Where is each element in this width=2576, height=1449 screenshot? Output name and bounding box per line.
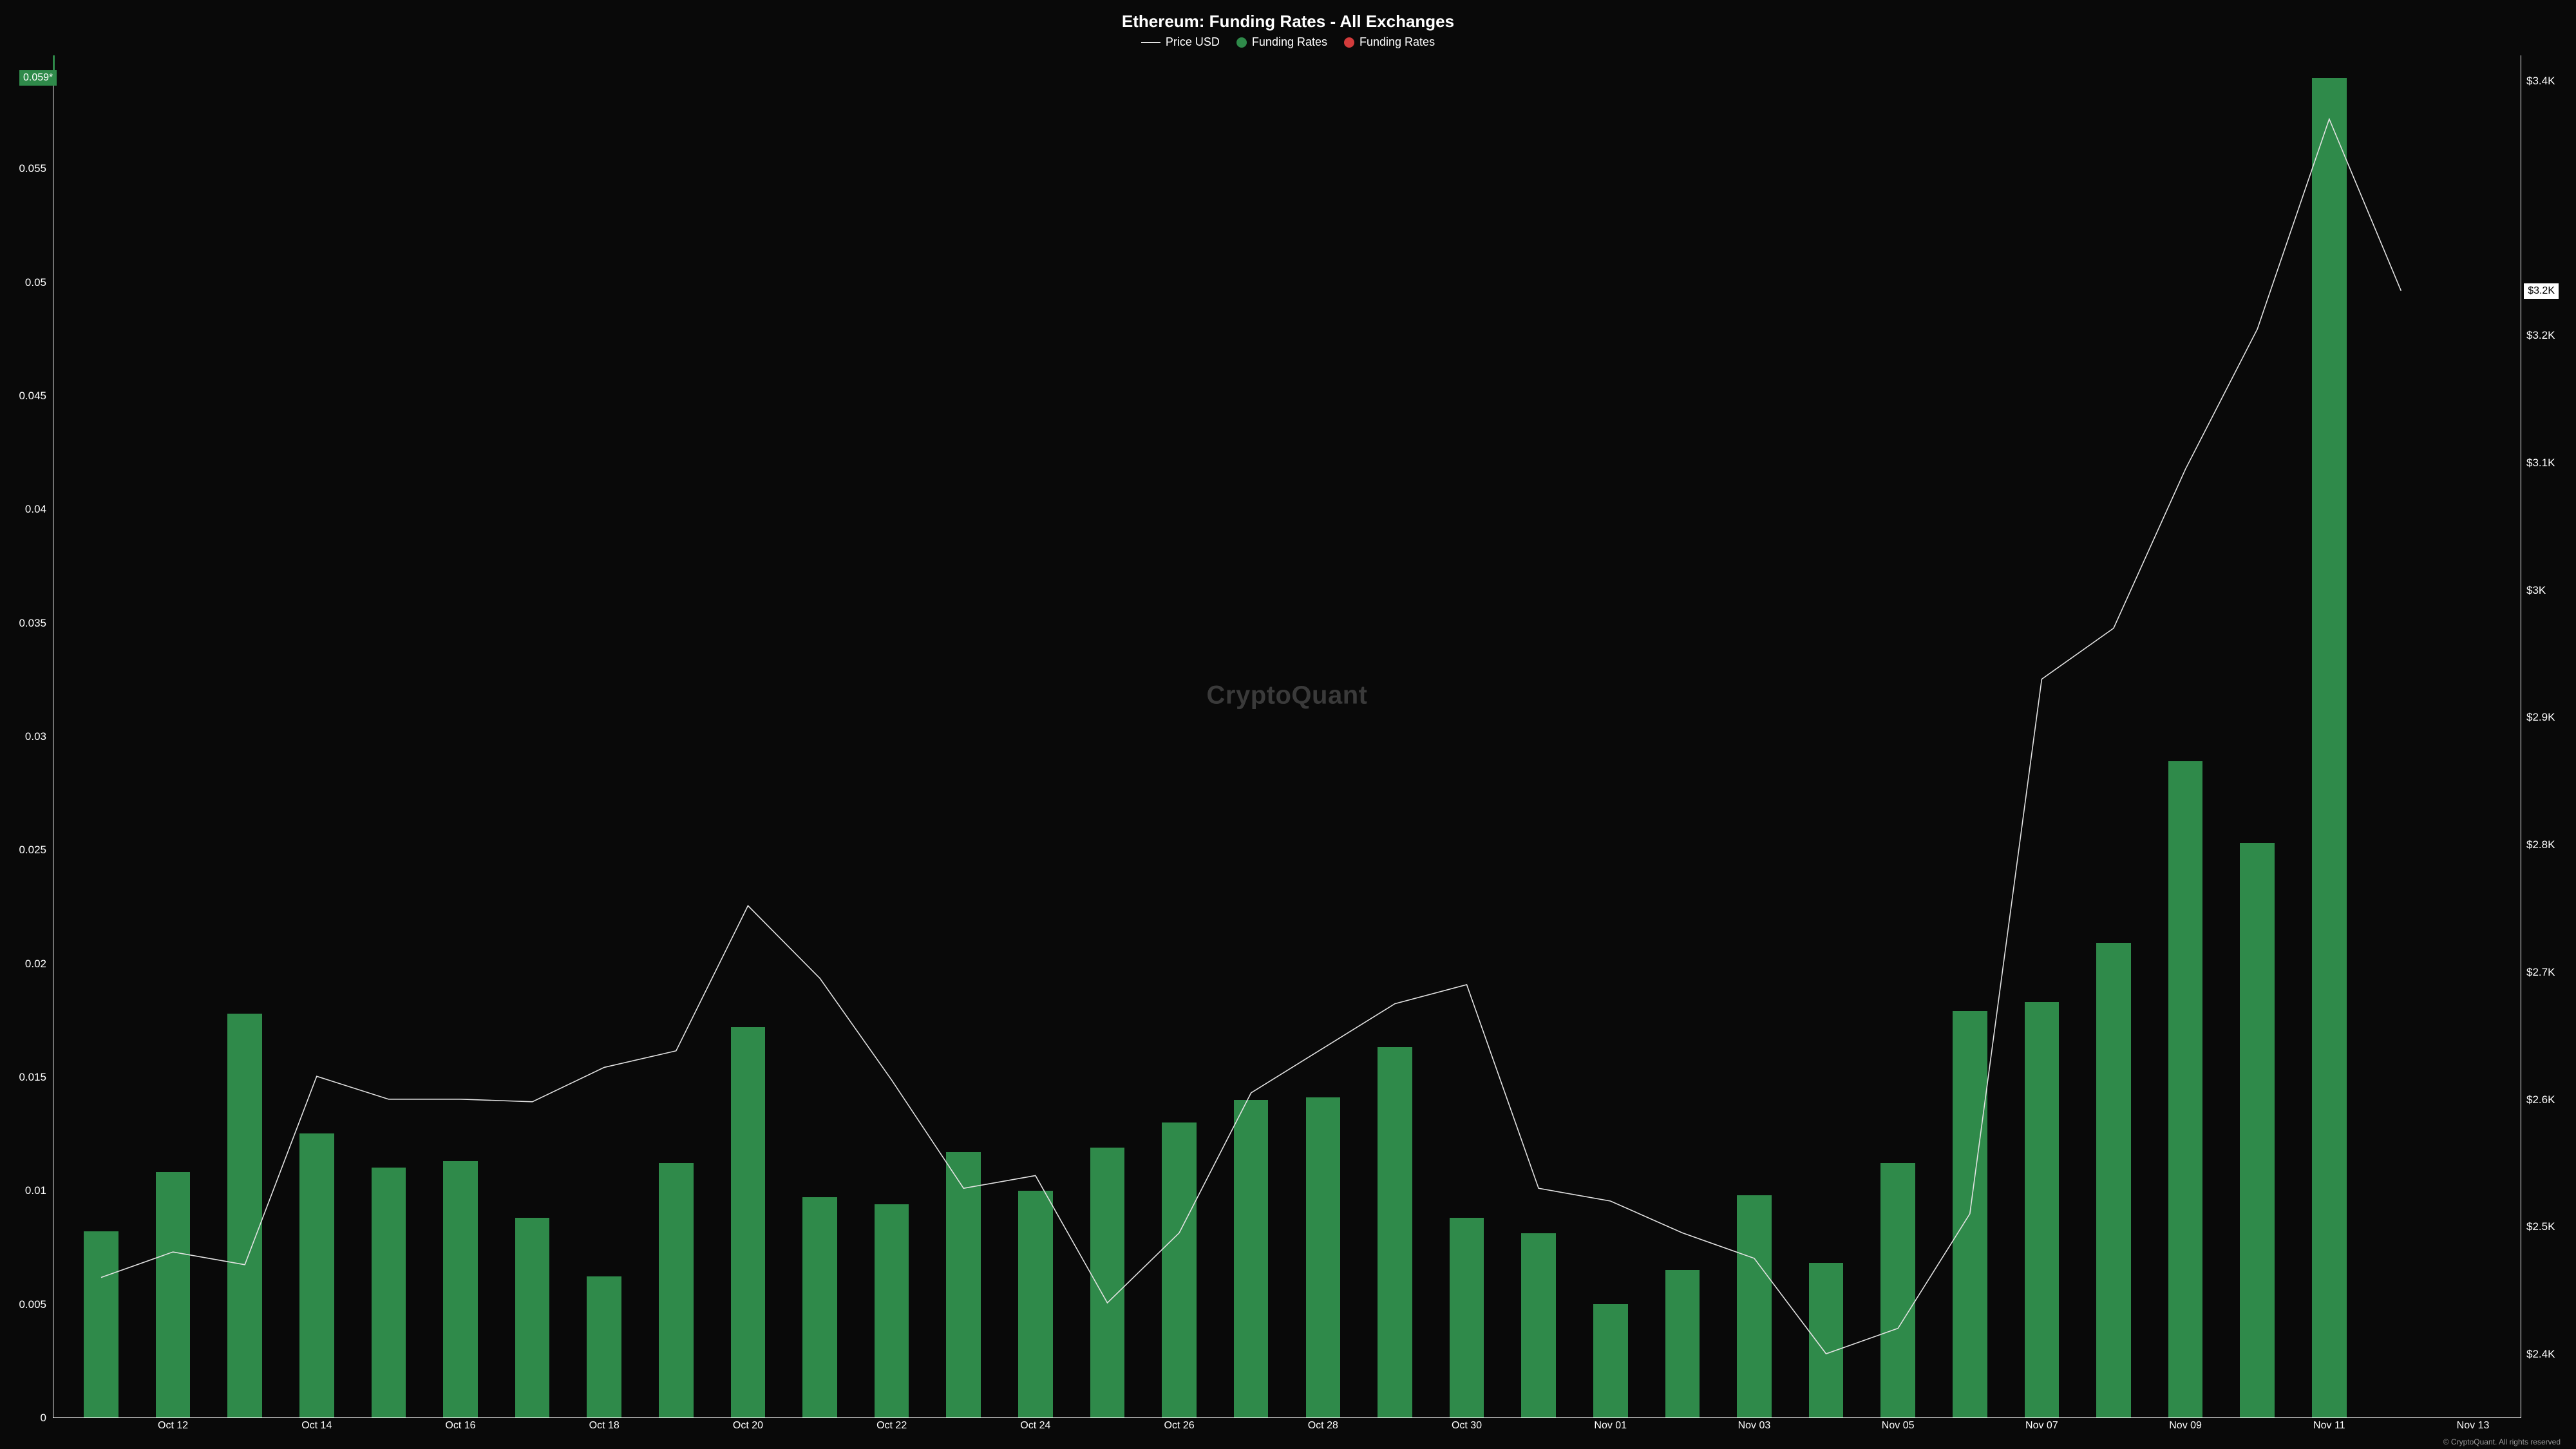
y-right-tick: $2.4K	[2526, 1348, 2555, 1361]
y-left-tick: 0.01	[25, 1184, 46, 1197]
y-left-tick: 0.05	[25, 276, 46, 289]
x-axis: Oct 12 Oct 14 Oct 16 Oct 18 Oct 20 Oct 22 Oct …	[53, 1418, 2521, 1436]
x-tick: Oct 20	[733, 1420, 763, 1432]
x-tick: Nov 11	[2313, 1420, 2345, 1432]
y-right-tick: $3.2K	[2526, 329, 2555, 342]
x-tick: Nov 13	[2457, 1420, 2490, 1432]
x-tick: Nov 09	[2169, 1420, 2202, 1432]
chart-container: Ethereum: Funding Rates - All Exchanges …	[0, 0, 2576, 1449]
legend: Price USD Funding Rates Funding Rates	[6, 35, 2570, 49]
y-left-tick: 0.005	[19, 1298, 46, 1311]
x-tick: Oct 12	[158, 1420, 188, 1432]
y-right-tick: $3K	[2526, 584, 2546, 597]
y-right-tick: $2.5K	[2526, 1220, 2555, 1233]
y-axis-left: 00.0050.010.0150.020.0250.030.0350.040.0…	[6, 55, 53, 1418]
legend-item-funding-pos: Funding Rates	[1236, 35, 1327, 49]
x-tick: Oct 16	[445, 1420, 475, 1432]
x-tick: Oct 24	[1020, 1420, 1050, 1432]
x-tick: Nov 05	[1882, 1420, 1915, 1432]
x-tick: Oct 14	[301, 1420, 332, 1432]
y-right-tick: $2.8K	[2526, 838, 2555, 851]
y-right-tick: $2.9K	[2526, 711, 2555, 724]
legend-label-price: Price USD	[1166, 35, 1220, 49]
price-line-path	[101, 119, 2401, 1354]
y-left-tick: 0.03	[25, 730, 46, 743]
y-left-tick: 0.045	[19, 390, 46, 402]
left-axis-marker: 0.059*	[19, 70, 57, 86]
y-right-tick: $2.7K	[2526, 966, 2555, 979]
x-tick: Oct 30	[1452, 1420, 1482, 1432]
x-tick: Nov 03	[1738, 1420, 1771, 1432]
legend-item-funding-neg: Funding Rates	[1344, 35, 1435, 49]
x-tick: Oct 28	[1308, 1420, 1338, 1432]
y-right-tick: $3.4K	[2526, 75, 2555, 88]
dot-swatch-red	[1344, 37, 1354, 48]
chart-title: Ethereum: Funding Rates - All Exchanges	[6, 12, 2570, 32]
x-tick: Oct 18	[589, 1420, 620, 1432]
legend-label-funding-neg: Funding Rates	[1359, 35, 1435, 49]
y-left-tick: 0.025	[19, 844, 46, 857]
y-left-tick: 0.055	[19, 162, 46, 175]
plot-area[interactable]: CryptoQuant 0.059* $3.2K	[53, 55, 2521, 1418]
y-right-tick: $3.1K	[2526, 457, 2555, 469]
y-left-tick: 0	[41, 1412, 46, 1425]
y-left-tick: 0.035	[19, 617, 46, 630]
dot-swatch-green	[1236, 37, 1247, 48]
line-swatch	[1141, 42, 1160, 43]
legend-label-funding-pos: Funding Rates	[1252, 35, 1327, 49]
x-tick: Oct 22	[876, 1420, 907, 1432]
price-line-layer	[53, 55, 2521, 1417]
y-left-tick: 0.04	[25, 503, 46, 516]
x-tick: Oct 26	[1164, 1420, 1195, 1432]
y-left-tick: 0.02	[25, 958, 46, 971]
y-left-tick: 0.015	[19, 1071, 46, 1084]
y-axis-right: $2.4K $2.5K $2.6K $2.7K $2.8K $2.9K $3K $3.1K $3…	[2521, 55, 2570, 1418]
plot-outer: 0 0.005 0.01 0.015 0.02 0.025 0.03 0.035 0.04 0.0…	[6, 55, 2570, 1436]
plot-row: 00.0050.010.0150.020.0250.030.0350.040.0…	[6, 55, 2570, 1418]
y-right-tick: $2.6K	[2526, 1094, 2555, 1106]
legend-item-price: Price USD	[1141, 35, 1220, 49]
x-tick: Nov 01	[1594, 1420, 1627, 1432]
x-tick: Nov 07	[2025, 1420, 2058, 1432]
footer-attribution: © CryptoQuant. All rights reserved	[6, 1436, 2570, 1446]
